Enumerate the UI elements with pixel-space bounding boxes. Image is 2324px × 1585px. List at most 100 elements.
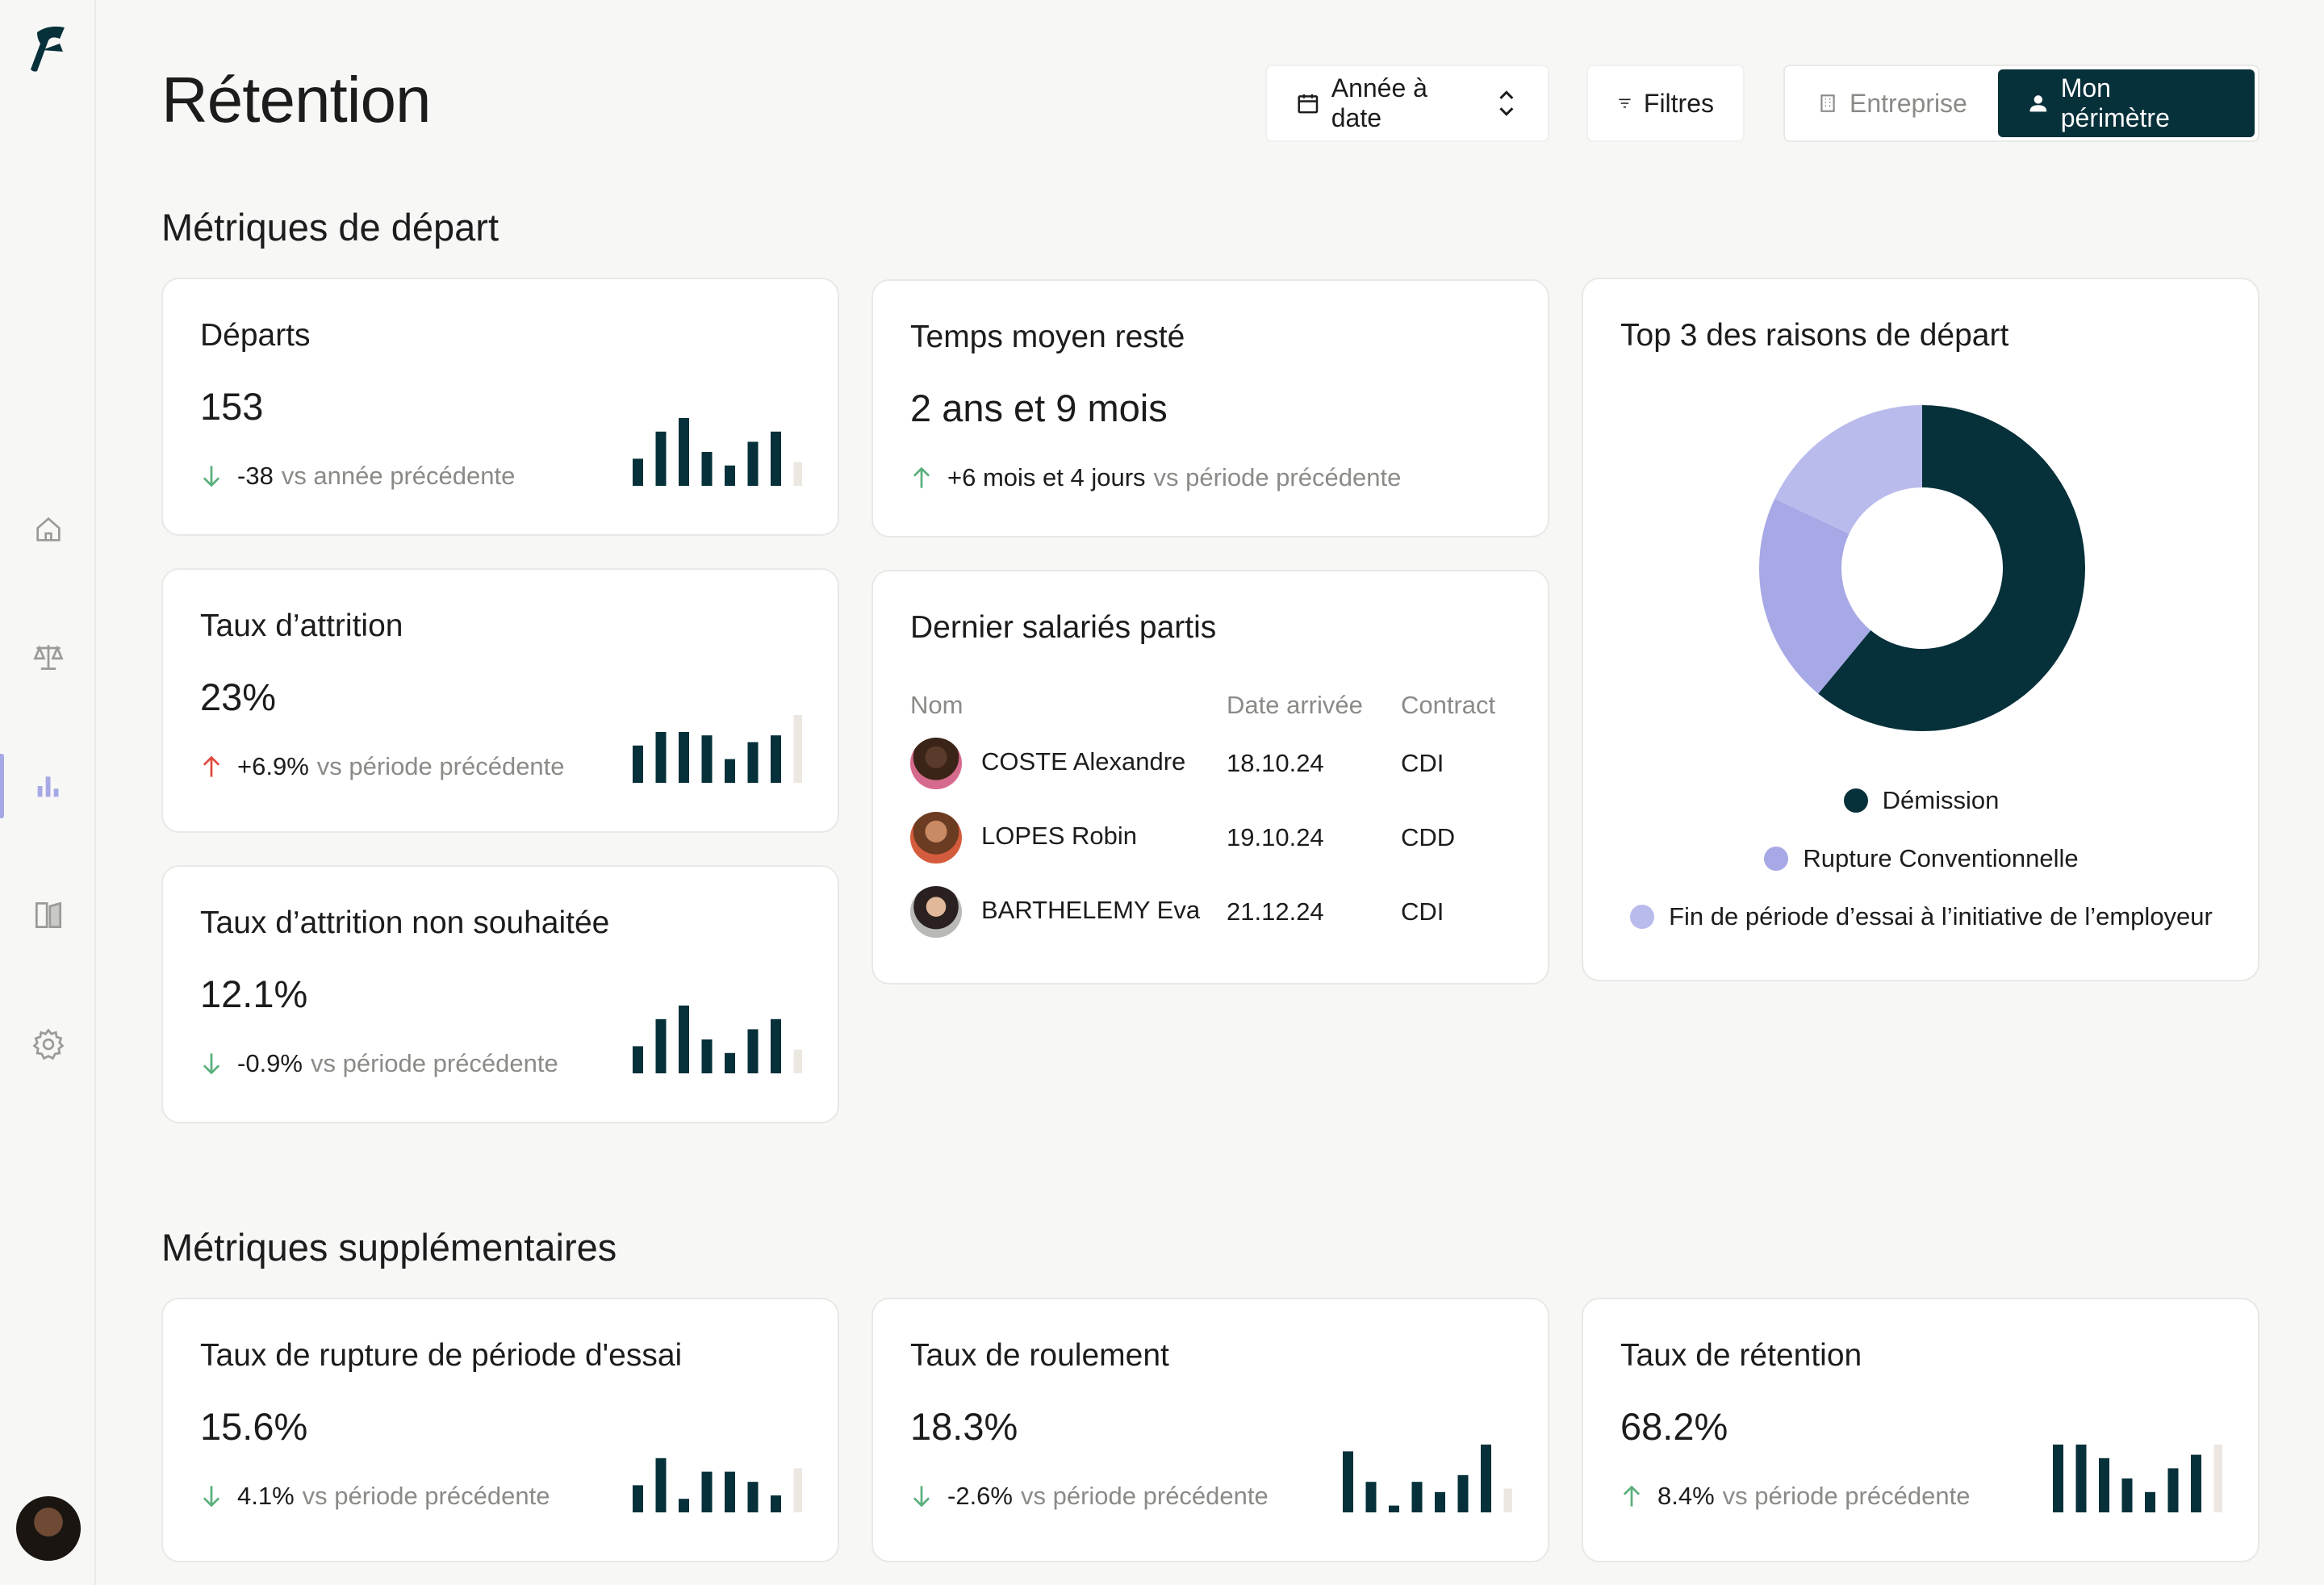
sparkline-bars — [633, 1006, 802, 1073]
table-header-row: Nom Date arrivée Contract — [910, 684, 1522, 726]
sparkline-bar — [771, 1018, 781, 1073]
sidebar-item-settings[interactable] — [0, 1012, 96, 1077]
sparkline-bar — [725, 1052, 735, 1073]
card-value: 15.6% — [200, 1405, 308, 1448]
sparkline-bar — [793, 715, 802, 783]
calendar-icon — [1298, 94, 1319, 114]
sparkline-bar — [655, 431, 667, 486]
card-title: Taux de roulement — [910, 1338, 1169, 1373]
sparkline-bar — [633, 458, 643, 486]
sparkline-bar — [793, 1049, 802, 1073]
building-icon — [1820, 94, 1835, 112]
sparkline-bar — [771, 735, 781, 783]
sidebar-item-analytics[interactable] — [0, 754, 96, 818]
card-title: Dernier salariés partis — [910, 610, 1217, 645]
donut-slice-0[interactable] — [1818, 405, 2085, 731]
sparkline-bar — [633, 1046, 643, 1073]
sparkline-bar — [1411, 1482, 1423, 1512]
sidebar-item-scale[interactable] — [0, 625, 96, 689]
scope-my-perimeter[interactable]: Mon périmètre — [1998, 69, 2255, 137]
table-row[interactable]: LOPES Robin 19.10.24 CDD — [910, 801, 1522, 875]
card-delta: 8.4% vs période précédente — [1620, 1482, 1970, 1511]
avatar — [910, 812, 962, 864]
sparkline-bar — [747, 441, 759, 486]
sparkline-bar — [655, 1018, 667, 1073]
arrow-up-icon — [1623, 1485, 1641, 1507]
bar-chart-icon — [37, 776, 58, 797]
sparkline-bar — [1481, 1445, 1491, 1512]
sparkline-bars — [633, 715, 802, 783]
card-average-tenure[interactable]: Temps moyen resté 2 ans et 9 mois +6 moi… — [872, 279, 1549, 537]
date-range-label: Année à date — [1331, 73, 1427, 132]
column-header-contract: Contract — [1401, 691, 1496, 719]
filters-button[interactable]: Filtres — [1586, 65, 1745, 142]
sparkline-bar — [747, 1029, 759, 1073]
card-attrition[interactable]: Taux d’attrition 23% +6.9% vs période pr… — [161, 568, 839, 833]
sparkline-bar — [2167, 1468, 2179, 1512]
card-delta: +6 mois et 4 jours vs période précédente — [910, 463, 1401, 492]
sparkline-bar — [2053, 1445, 2063, 1512]
sparkline-bar — [1343, 1451, 1353, 1512]
legend-item-trial-end: Fin de période d’essai à l’initiative de… — [1583, 902, 2259, 931]
sidebar-item-home[interactable] — [0, 497, 96, 562]
card-value: 68.2% — [1620, 1405, 1728, 1448]
section-title-departure: Métriques de départ — [161, 206, 499, 249]
chevron-up-down-icon — [1499, 90, 1514, 116]
employee-date: 19.10.24 — [1227, 823, 1324, 851]
card-delta: -38 vs année précédente — [200, 462, 515, 491]
card-title: Taux de rupture de période d'essai — [200, 1338, 683, 1373]
arrow-down-icon — [203, 466, 220, 487]
sparkline-bar — [747, 742, 759, 783]
table-row[interactable]: COSTE Alexandre 18.10.24 CDI — [910, 726, 1522, 801]
scale-icon — [32, 645, 64, 671]
sparkline-bar — [655, 1457, 667, 1512]
card-departure-reasons[interactable]: Top 3 des raisons de départ Démission Ru… — [1582, 278, 2259, 981]
employee-name: BARTHELEMY Eva — [981, 896, 1201, 925]
sparkline-bars — [2053, 1445, 2222, 1512]
card-recent-leavers[interactable]: Dernier salariés partis Nom Date arrivée… — [872, 570, 1549, 985]
page-title: Rétention — [161, 64, 431, 136]
table-row[interactable]: BARTHELEMY Eva 21.12.24 CDI — [910, 875, 1522, 949]
legend-dot — [1630, 905, 1655, 929]
sparkline-bar — [725, 1471, 735, 1512]
sparkline-bar — [2191, 1454, 2201, 1512]
card-title: Taux d’attrition — [200, 608, 403, 643]
card-trial-termination[interactable]: Taux de rupture de période d'essai 15.6%… — [161, 1298, 839, 1562]
card-retention[interactable]: Taux de rétention 68.2% 8.4% vs période … — [1582, 1298, 2259, 1562]
arrow-up-icon — [913, 466, 930, 488]
employee-contract: CDI — [1401, 749, 1444, 777]
logo[interactable] — [19, 19, 77, 77]
sparkline-bar — [725, 759, 735, 783]
sidebar — [0, 0, 96, 1585]
sparkline-bar — [679, 1006, 689, 1073]
card-unwanted-attrition[interactable]: Taux d’attrition non souhaitée 12.1% -0.… — [161, 865, 839, 1123]
sparkline-bar — [701, 735, 713, 783]
section-title-additional: Métriques supplémentaires — [161, 1226, 617, 1269]
home-icon — [36, 516, 61, 542]
sparkline-bar — [655, 732, 667, 783]
date-range-selector[interactable]: Année à date — [1265, 65, 1549, 142]
card-delta: -0.9% vs période précédente — [200, 1049, 558, 1078]
sparkline-bar — [2075, 1445, 2087, 1512]
card-turnover[interactable]: Taux de roulement 18.3% -2.6% vs période… — [872, 1298, 1549, 1562]
sparkline-bar — [679, 1499, 689, 1512]
scope-toggle: Entreprise Mon périmètre — [1783, 65, 2259, 142]
user-avatar[interactable] — [16, 1496, 81, 1561]
arrow-down-icon — [203, 1053, 220, 1075]
sparkline-bar — [679, 418, 689, 486]
arrow-down-icon — [203, 1486, 220, 1508]
sparkline-bar — [725, 465, 735, 486]
filters-label: Filtres — [1643, 88, 1714, 118]
sparkline-bar — [679, 732, 689, 783]
sparkline-bar — [793, 1468, 802, 1512]
employee-name: COSTE Alexandre — [981, 747, 1186, 776]
sidebar-item-documents[interactable] — [0, 883, 96, 947]
card-value: 153 — [200, 385, 264, 428]
card-title: Taux d’attrition non souhaitée — [200, 905, 610, 940]
sparkline-bar — [771, 1495, 781, 1512]
donut-slice-2[interactable] — [1774, 405, 1922, 534]
donut-slice-1[interactable] — [1759, 498, 1871, 694]
scope-company[interactable]: Entreprise — [1788, 69, 1996, 137]
card-departs[interactable]: Départs 153 -38 vs année précédente — [161, 278, 839, 536]
card-delta: +6.9% vs période précédente — [200, 752, 565, 781]
